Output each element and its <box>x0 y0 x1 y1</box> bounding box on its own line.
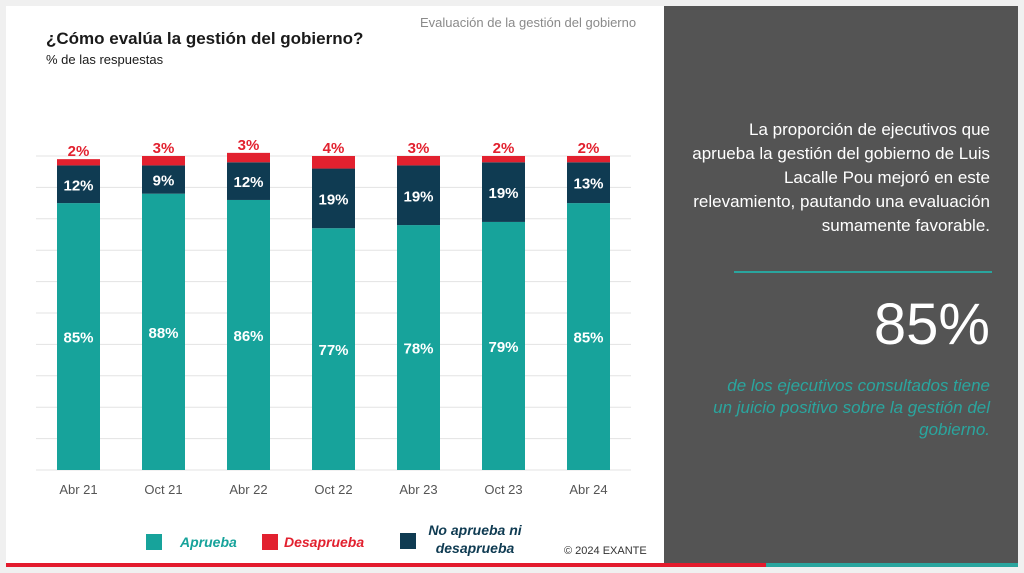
side-panel-big-number: 85% <box>873 292 990 357</box>
x-tick-label: Abr 23 <box>399 482 437 497</box>
x-tick-label: Oct 23 <box>484 482 522 497</box>
legend-swatch-desaprueba <box>262 534 278 550</box>
side-panel-caption: de los ejecutivos consultados tiene un j… <box>713 376 990 439</box>
legend-swatch-no-aprueba-ni-desaprueba <box>400 533 416 549</box>
legend-item-no-aprueba-ni-desaprueba <box>400 533 416 549</box>
data-label-no-aprueba-ni-desaprueba: 19% <box>488 185 518 202</box>
data-label-no-aprueba-ni-desaprueba: 12% <box>233 174 263 191</box>
legend-item-desaprueba: Desaprueba <box>262 533 364 551</box>
legend-label-no-aprueba-ni-desaprueba: No aprueba ni desaprueba <box>425 521 525 557</box>
data-label-desaprueba: 3% <box>238 137 260 154</box>
legend-label-line2: desaprueba <box>435 540 515 556</box>
legend-item-aprueba: Aprueba <box>146 533 237 551</box>
legend-label-desaprueba: Desaprueba <box>284 534 365 550</box>
bar-segment-aprueba <box>142 193 185 470</box>
bottom-red-line <box>6 563 766 567</box>
x-tick-label: Abr 22 <box>229 482 267 497</box>
data-label-aprueba: 88% <box>148 325 178 342</box>
data-label-desaprueba: 2% <box>68 143 90 160</box>
bar-segment-no-aprueba-ni-desaprueba <box>312 168 355 229</box>
chart-subtitle: % de las respuestas <box>46 52 164 67</box>
bar-segment-no-aprueba-ni-desaprueba <box>57 165 100 204</box>
data-label-no-aprueba-ni-desaprueba: 9% <box>153 173 175 190</box>
bar-segment-aprueba <box>397 225 440 470</box>
bar-segment-no-aprueba-ni-desaprueba <box>142 165 185 194</box>
data-label-no-aprueba-ni-desaprueba: 19% <box>403 188 433 205</box>
chart-title: ¿Cómo evalúa la gestión del gobierno? <box>46 29 364 48</box>
bar-segment-aprueba <box>312 228 355 470</box>
data-label-aprueba: 86% <box>233 328 263 345</box>
data-label-aprueba: 78% <box>403 341 433 358</box>
legend-swatch-aprueba <box>146 534 162 550</box>
bar-segment-aprueba <box>57 203 100 470</box>
x-tick-label: Abr 24 <box>569 482 607 497</box>
side-panel-text: La proporción de ejecutivos que aprueba … <box>692 120 990 235</box>
bar-segment-no-aprueba-ni-desaprueba <box>482 162 525 222</box>
data-label-aprueba: 85% <box>573 330 603 347</box>
bar-segment-desaprueba <box>227 152 270 163</box>
data-label-aprueba: 79% <box>488 339 518 356</box>
data-label-no-aprueba-ni-desaprueba: 12% <box>63 177 93 194</box>
data-label-desaprueba: 3% <box>408 140 430 157</box>
bar-segment-desaprueba <box>312 156 355 169</box>
x-tick-label: Abr 21 <box>59 482 97 497</box>
x-tick-label: Oct 21 <box>144 482 182 497</box>
slide: Evaluación de la gestión del gobierno ¿C… <box>6 6 1018 567</box>
legend: Aprueba Desaprueba No aprueba ni desapru… <box>146 521 566 567</box>
bottom-teal-line <box>766 563 1018 567</box>
header-label: Evaluación de la gestión del gobierno <box>420 15 637 30</box>
data-label-desaprueba: 2% <box>493 140 515 157</box>
bar-segment-aprueba <box>482 221 525 470</box>
side-panel-divider <box>734 271 992 273</box>
bar-segment-desaprueba <box>482 156 525 163</box>
bar-segment-desaprueba <box>567 156 610 163</box>
stacked-bar-chart: 85% 12% 2% Abr 21 88% 9% 3% Oct 21 86% 12% 3% Abr 2… <box>36 137 631 497</box>
x-tick-label: Oct 22 <box>314 482 352 497</box>
bar-segment-aprueba <box>227 199 270 470</box>
bar-segment-no-aprueba-ni-desaprueba <box>397 165 440 226</box>
bar-segment-aprueba <box>567 203 610 470</box>
data-label-aprueba: 85% <box>63 330 93 347</box>
side-panel: La proporción de ejecutivos que aprueba … <box>664 6 1018 567</box>
bar-segment-no-aprueba-ni-desaprueba <box>227 162 270 200</box>
bar-segment-no-aprueba-ni-desaprueba <box>567 162 610 204</box>
data-label-no-aprueba-ni-desaprueba: 13% <box>573 176 603 193</box>
data-label-desaprueba: 2% <box>578 140 600 157</box>
data-label-no-aprueba-ni-desaprueba: 19% <box>318 191 348 208</box>
data-label-desaprueba: 4% <box>323 140 345 157</box>
bar-segment-desaprueba <box>57 159 100 166</box>
data-label-aprueba: 77% <box>318 342 348 359</box>
data-label-desaprueba: 3% <box>153 140 175 157</box>
legend-label-aprueba: Aprueba <box>180 534 237 550</box>
legend-label-line1: No aprueba ni <box>428 522 522 538</box>
bar-segment-desaprueba <box>142 156 185 166</box>
copyright: © 2024 EXANTE <box>564 545 647 557</box>
bar-segment-desaprueba <box>397 156 440 166</box>
